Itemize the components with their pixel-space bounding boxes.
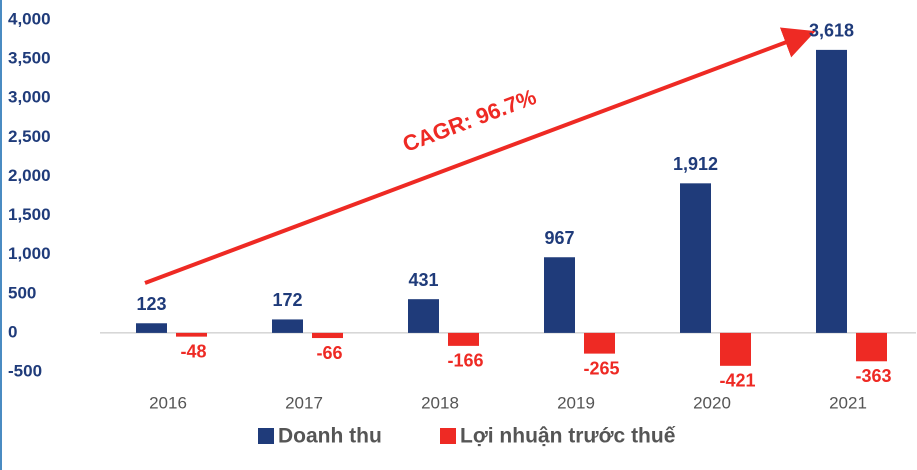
y-tick-label: 1,000 [8,244,51,263]
y-tick-label: 2,500 [8,127,51,146]
legend-label: Lợi nhuận trước thuế [460,425,676,448]
data-label: -48 [180,341,206,361]
x-tick-label: 2019 [557,393,595,412]
bar [408,299,439,333]
data-label: -265 [583,358,619,378]
x-tick-label: 2021 [829,393,867,412]
cagr-arrow [144,27,816,285]
x-tick-label: 2020 [693,393,731,412]
x-tick-label: 2017 [285,393,323,412]
y-tick-label: 500 [8,283,36,302]
bar [680,183,711,333]
data-label: -421 [719,371,755,391]
x-tick-label: 2016 [149,393,187,412]
bar [856,332,887,362]
x-tick-label: 2018 [421,393,459,412]
bar [544,257,575,333]
data-label: 967 [544,228,574,248]
bar [136,323,167,333]
bar [720,332,751,366]
y-tick-label: 3,000 [8,88,51,107]
data-label: -363 [855,366,891,386]
data-label: 1,912 [673,154,718,174]
legend-label: Doanh thu [278,425,382,448]
bar [272,319,303,333]
bar [584,332,615,354]
y-tick-label: -500 [8,361,42,380]
data-label: 172 [272,290,302,310]
y-tick-label: 1,500 [8,205,51,224]
data-label: 431 [408,270,438,290]
data-label: -66 [316,343,342,363]
bar [312,332,343,339]
bar [448,332,479,346]
y-tick-label: 3,500 [8,49,51,68]
annotation: CAGR: 96.7% [399,84,539,157]
bar [816,49,847,333]
bar [176,332,207,337]
data-label: 3,618 [809,21,854,41]
y-tick-label: 0 [8,322,17,341]
y-tick-label: 2,000 [8,166,51,185]
legend-swatch [440,428,456,444]
legend-swatch [258,428,274,444]
y-tick-label: 4,000 [8,9,51,28]
data-label: -166 [447,351,483,371]
data-label: 123 [136,294,166,314]
